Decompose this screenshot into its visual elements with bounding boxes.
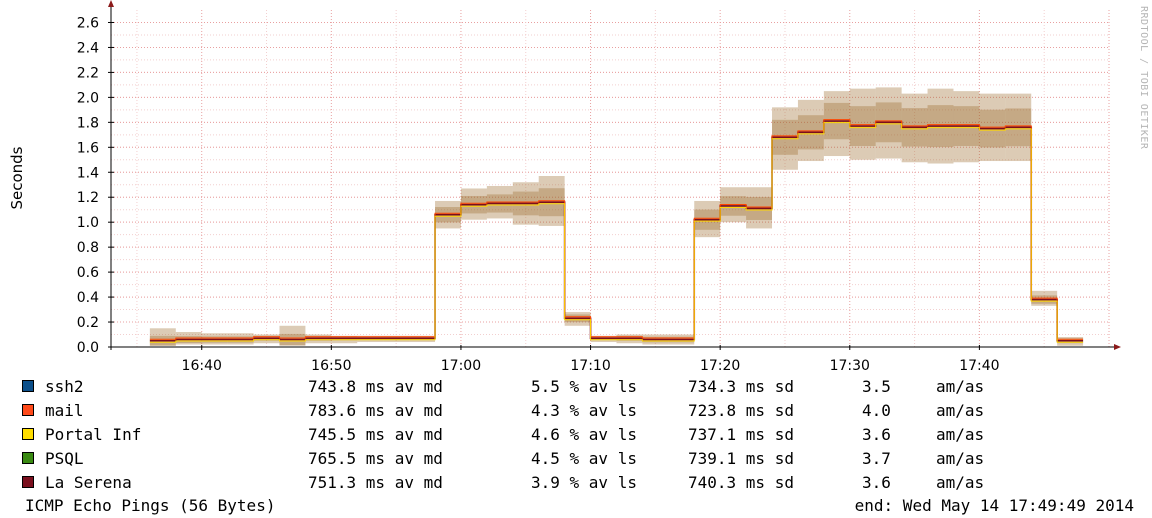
legend-amas: 3.5 xyxy=(862,377,891,396)
y-tick-label: 2.2 xyxy=(77,65,99,81)
x-tick-label: 17:40 xyxy=(959,358,999,374)
y-axis-label: Seconds xyxy=(8,146,26,209)
legend-loss: 4.6 % av ls xyxy=(531,425,637,444)
legend-name: La Serena xyxy=(45,473,132,492)
legend-loss: 4.3 % av ls xyxy=(531,401,637,420)
legend-amas-unit: am/as xyxy=(936,425,985,444)
legend-swatch xyxy=(22,428,34,440)
legend-amas: 3.6 xyxy=(862,425,891,444)
legend-median: 765.5 ms av md xyxy=(308,449,443,468)
legend-row: ssh2 743.8 ms av md 5.5 % av ls 734.3 ms sd… xyxy=(22,375,1142,399)
y-tick-label: 0.8 xyxy=(77,240,99,256)
y-tick-label: 0.2 xyxy=(77,315,99,331)
legend-row: La Serena 751.3 ms av md 3.9 % av ls 740.3 … xyxy=(22,471,1142,495)
median-line-1 xyxy=(149,119,1084,340)
legend-amas-unit: am/as xyxy=(936,449,985,468)
legend-amas-unit: am/as xyxy=(936,401,985,420)
legend-sd: 740.3 ms sd xyxy=(688,473,794,492)
legend-row: PSQL 765.5 ms av md 4.5 % av ls 739.1 ms sd… xyxy=(22,447,1142,471)
x-tick-label: 16:50 xyxy=(311,358,351,374)
y-tick-labels: 0.0 0.2 0.4 0.6 0.8 1.0 1.2 1.4 1.6 1.8 2.0 2.2 2.4 2… xyxy=(77,15,99,356)
legend-row: Portal Inf 745.5 ms av md 4.6 % av ls 737.1… xyxy=(22,423,1142,447)
legend-median: 743.8 ms av md xyxy=(308,377,443,396)
legend-name: ssh2 xyxy=(45,377,84,396)
y-tick-label: 1.2 xyxy=(77,190,99,206)
y-tick-label: 1.6 xyxy=(77,140,99,156)
latency-band-26 xyxy=(823,91,850,157)
legend-loss: 4.5 % av ls xyxy=(531,449,637,468)
x-tick-label: 17:30 xyxy=(830,358,870,374)
legend-amas-unit: am/as xyxy=(936,377,985,396)
grid xyxy=(111,10,1110,347)
legend-sd: 737.1 ms sd xyxy=(688,425,794,444)
x-axis-arrow xyxy=(1114,344,1121,350)
legend-sd: 723.8 ms sd xyxy=(688,401,794,420)
legend-amas: 3.6 xyxy=(862,473,891,492)
legend-amas: 4.0 xyxy=(862,401,891,420)
watermark: RRDTOOL / TOBI OETIKER xyxy=(1138,6,1149,150)
legend-sd: 739.1 ms sd xyxy=(688,449,794,468)
legend-amas-unit: am/as xyxy=(936,473,985,492)
legend-name: Portal Inf xyxy=(45,425,142,444)
x-tick-label: 16:40 xyxy=(182,358,222,374)
legend-loss: 3.9 % av ls xyxy=(531,473,637,492)
legend-median: 745.5 ms av md xyxy=(308,425,443,444)
legend-row: mail 783.6 ms av md 4.3 % av ls 723.8 ms sd… xyxy=(22,399,1142,423)
axes xyxy=(108,0,1121,350)
legend-name: mail xyxy=(45,401,84,420)
y-tick-label: 1.8 xyxy=(77,115,99,131)
legend: ssh2 743.8 ms av md 5.5 % av ls 734.3 ms sd… xyxy=(22,375,1142,495)
y-tick-label: 2.0 xyxy=(77,90,99,106)
x-tick-labels: 16:40 16:50 17:00 17:10 17:20 17:30 17:40 xyxy=(182,358,1000,374)
x-tick-label: 17:20 xyxy=(700,358,740,374)
legend-median: 751.3 ms av md xyxy=(308,473,443,492)
x-tick-label: 17:10 xyxy=(570,358,610,374)
y-axis-arrow xyxy=(108,0,114,7)
y-tick-label: 0.4 xyxy=(77,290,99,306)
legend-swatch xyxy=(22,404,34,416)
chart-title: ICMP Echo Pings (56 Bytes) xyxy=(25,496,276,515)
y-tick-label: 1.0 xyxy=(77,215,99,231)
y-tick-label: 1.4 xyxy=(77,165,99,181)
y-tick-label: 0.6 xyxy=(77,265,99,281)
median-lines xyxy=(149,119,1084,343)
legend-amas: 3.7 xyxy=(862,449,891,468)
end-timestamp: end: Wed May 14 17:49:49 2014 xyxy=(854,496,1134,515)
median-line-2 xyxy=(149,122,1084,343)
y-tick-label: 2.4 xyxy=(77,40,99,56)
legend-name: PSQL xyxy=(45,449,84,468)
legend-sd: 734.3 ms sd xyxy=(688,377,794,396)
legend-swatch xyxy=(22,452,34,464)
legend-median: 783.6 ms av md xyxy=(308,401,443,420)
legend-loss: 5.5 % av ls xyxy=(531,377,637,396)
y-tick-label: 0.0 xyxy=(77,340,99,356)
legend-swatch xyxy=(22,476,34,488)
y-tick-label: 2.6 xyxy=(77,15,99,31)
legend-swatch xyxy=(22,380,34,392)
x-tick-label: 17:00 xyxy=(441,358,481,374)
